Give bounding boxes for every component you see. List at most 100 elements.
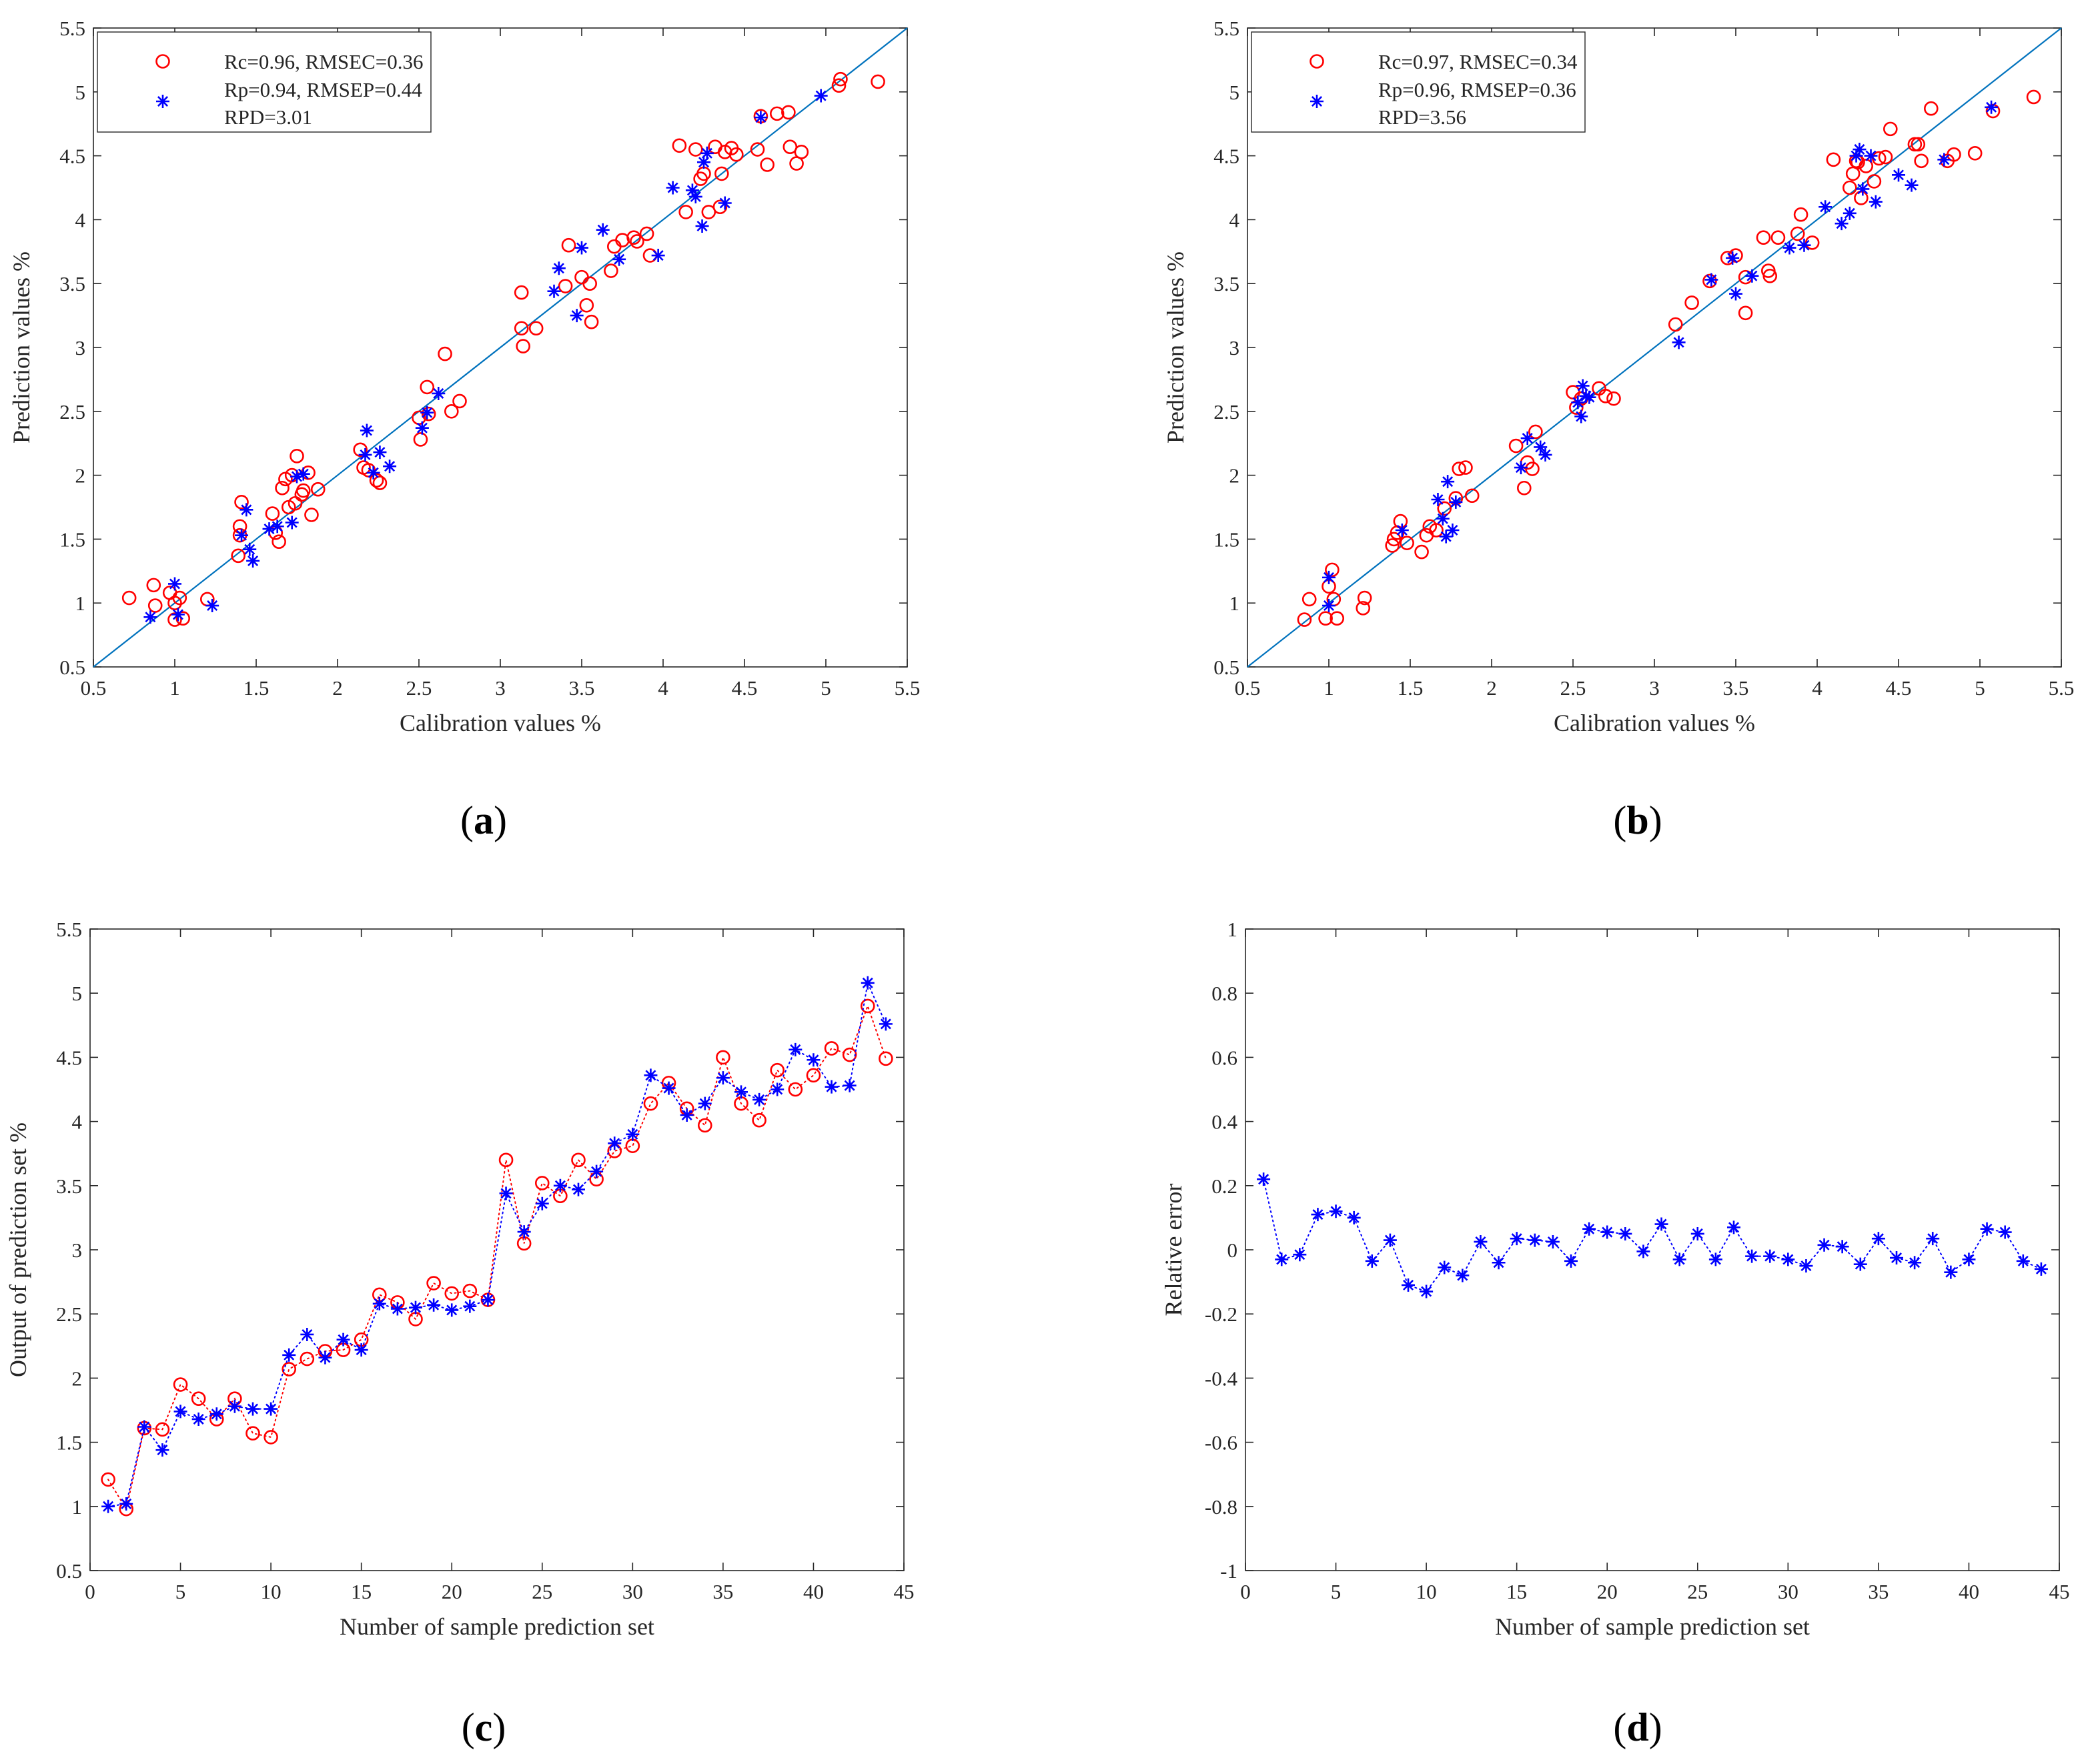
predicted-point [1420,1284,1434,1298]
calibration-point [1738,305,1753,321]
legend-prediction-marker [156,95,169,108]
chart-a: 0.5 1 1.5 2 2.5 3 3.5 4 4.5 5 5.5 0.5 1 1.5 2 2.5 3 3.5 4 4… [8,17,920,736]
calibration-point [630,234,644,249]
measured-point [534,1176,550,1190]
calibration-point [296,483,311,498]
prediction-point [1441,475,1455,489]
x-tick-label: 5 [175,1580,186,1603]
calibration-point [353,442,368,458]
prediction-point [143,610,157,624]
prediction-point [695,219,709,233]
calibration-point [1878,149,1893,165]
prediction-point [246,554,260,568]
calibration-point [452,393,467,409]
prediction-point [296,467,310,481]
predicted-point [463,1299,477,1313]
measured-point [282,1362,297,1377]
prediction-point [666,181,680,195]
panel-letter-a: a [474,798,494,842]
predicted-point [626,1127,640,1141]
series-prediction [1322,100,1999,613]
predicted-point [1926,1232,1940,1246]
legend-box [97,31,432,133]
prediction-point [1835,217,1849,231]
calibration-point [1867,174,1882,189]
prediction-point [1582,390,1596,404]
measured-point [806,1068,821,1083]
predicted-point [807,1053,821,1067]
calibration-point [1508,438,1524,454]
measured-point [426,1276,441,1290]
y-tick-label: 5 [1229,81,1240,104]
series-calibration [1297,89,2041,627]
predicted-point [1690,1226,1704,1240]
y-tick-label: 1.5 [56,1431,82,1455]
prediction-point [383,460,397,474]
x-tick-label: 0.5 [81,676,107,700]
legend-calibration-label: Rc=0.96, RMSEC=0.36 [224,50,424,73]
predicted-point [1962,1252,1976,1266]
x-tick-label: 5 [1331,1580,1342,1603]
calibration-point [1517,480,1532,496]
legend-prediction-label: Rp=0.96, RMSEP=0.36 [1378,78,1576,101]
y-tick-label: 0.4 [1211,1110,1237,1134]
calibration-point [2026,89,2041,105]
predicted-point [590,1164,604,1178]
calibration-point [175,611,191,626]
measured-point [300,1351,315,1367]
prediction-point [688,189,702,203]
x-tick-label: 20 [1597,1580,1618,1603]
calibration-point [304,508,319,522]
y-tick-label: -0.6 [1205,1431,1237,1455]
predicted-point [1402,1278,1415,1292]
calibration-point [760,157,774,172]
calibration-point [1458,460,1473,475]
calibration-point [444,403,459,419]
y-tick-label: 1.5 [1213,528,1239,551]
calibration-point [290,449,304,464]
x-tick-label: 35 [712,1580,733,1603]
predicted-point [155,1443,169,1457]
y-tick-label: 4.5 [1213,145,1239,168]
y-tick-label: 4.5 [56,1046,82,1069]
y-tick-label: 5.5 [1213,17,1239,40]
calibration-point [421,406,436,421]
predicted-point [1998,1225,2012,1239]
prediction-point [1849,149,1863,163]
calibration-point [672,138,687,153]
y-tick-label: 3 [75,336,86,359]
prediction-point [243,542,257,556]
y-tick-label: 0 [1227,1238,1238,1262]
y-tick-label: 2.5 [1213,400,1239,423]
measured-point [752,1112,766,1128]
prediction-point [1436,512,1450,526]
x-tick-label: 3.5 [569,676,595,700]
prediction-point [1538,448,1552,462]
prediction-point [612,252,626,266]
x-tick-label: 45 [2049,1580,2070,1603]
calibration-point [234,495,249,510]
calibration-point [1606,391,1621,406]
plot-area [1245,928,2060,1571]
legend-calibration-marker [155,54,170,69]
prediction-point [1704,273,1718,287]
calibration-point [770,106,784,121]
predicted-point [1871,1232,1885,1246]
x-tick-label: 2.5 [1560,676,1586,700]
prediction-point [1864,149,1878,163]
x-axis-label: Number of sample prediction set [340,1613,654,1640]
predicted-point [1474,1234,1488,1248]
predicted-point [716,1071,730,1085]
measured-point [191,1391,206,1406]
calibration-point [528,321,544,336]
calibration-point [172,590,187,606]
x-tick-label: 5.5 [2049,676,2075,700]
prediction-point [358,448,372,462]
legend: Rc=0.97, RMSEC=0.34 Rp=0.96, RMSEP=0.36 RP… [1251,31,1586,133]
prediction-point [432,386,446,400]
x-tick-label: 3 [495,676,506,700]
prediction-point [1534,440,1548,454]
predicted-point [209,1407,223,1421]
predicted-point [662,1081,676,1095]
